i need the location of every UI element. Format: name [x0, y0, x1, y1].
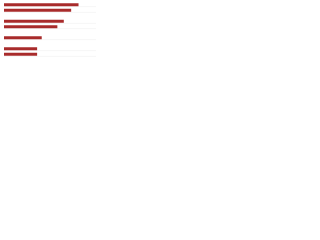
row-shade: [4, 6, 96, 8]
row-shade: [4, 22, 96, 24]
bar: [4, 36, 42, 40]
row-shade: [4, 50, 96, 52]
bar: [4, 8, 72, 12]
page: {"chart_data": {"type": "bar", "orientat…: [0, 0, 100, 71]
bar: [4, 25, 58, 29]
row-shade: [4, 55, 96, 57]
bar: [4, 3, 79, 7]
row-shade: [4, 11, 96, 13]
row-shade: [4, 39, 96, 41]
chart: [4, 3, 96, 57]
bar: [4, 52, 38, 56]
bar: [4, 47, 38, 51]
bar: [4, 19, 64, 23]
row-shade: [4, 28, 96, 30]
